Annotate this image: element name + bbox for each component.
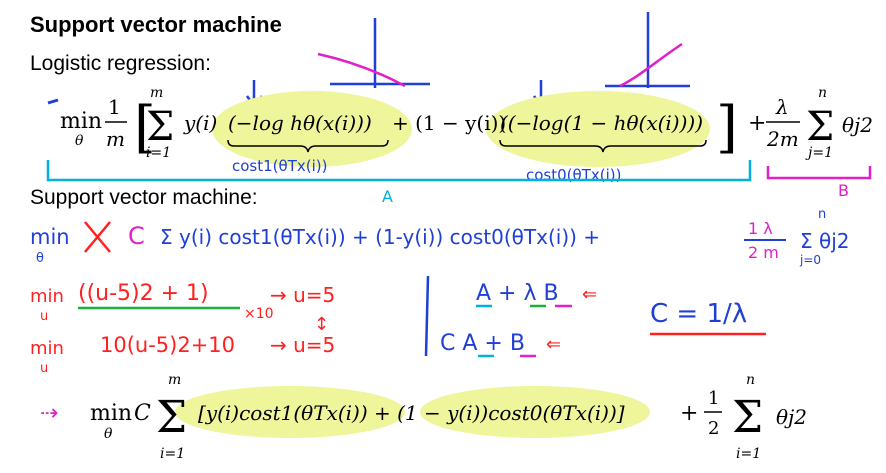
eq1-one: 1 xyxy=(108,95,121,119)
svg-text:Σ: Σ xyxy=(806,104,834,150)
label-B: B xyxy=(838,181,849,200)
c-equals-one-over-lambda: C = 1/λ xyxy=(650,299,766,336)
svg-text:[: [ xyxy=(134,95,156,160)
svg-text:Σ: Σ xyxy=(156,392,187,443)
svg-text:Σ: Σ xyxy=(146,104,174,150)
svm-reg-frac-bottom: 2 m xyxy=(748,243,779,262)
ex2-expr: 10(u-5)2+10 xyxy=(100,333,235,357)
svg-text:u: u xyxy=(40,309,48,324)
highlight-term2 xyxy=(486,91,710,167)
cost1-annotation: cost1(θTx(i)) xyxy=(232,157,327,175)
svg-text:C: C xyxy=(128,222,145,250)
underbrace-cost0 xyxy=(499,139,707,153)
svg-text:]: ] xyxy=(716,95,738,160)
highlight-eq2-cost1 xyxy=(175,386,405,438)
svg-text:min: min xyxy=(30,338,64,359)
svg-text:×10: ×10 xyxy=(244,306,274,322)
cost0-sketch xyxy=(605,12,690,88)
svg-text:⇐: ⇐ xyxy=(546,334,561,355)
svg-text:⇢: ⇢ xyxy=(40,401,58,426)
slide-title: Support vector machine xyxy=(30,12,282,37)
eq1-y-i: y(i) xyxy=(183,111,217,135)
eq2-sum2-bottom: i=1 xyxy=(736,446,761,462)
eq1-m: m xyxy=(106,127,125,151)
eq2-body: [y(i)cost1(θTx(i)) + (1 − y(i))cost0(θTx… xyxy=(198,401,625,425)
svm-handwritten-objective: min θ C Σ y(i) cost1(θTx(i)) + (1-y(i)) … xyxy=(30,207,850,267)
eq1-sum2-bottom: j=1 xyxy=(805,145,833,161)
svg-text:C = 1/λ: C = 1/λ xyxy=(650,299,747,329)
underbrace-cost1 xyxy=(227,139,389,153)
svm-reg-frac-top: 1 λ xyxy=(748,219,773,238)
brace-A xyxy=(46,160,752,182)
ex2-result: → u=5 xyxy=(270,333,335,357)
eq2-theta: θ xyxy=(104,426,113,442)
svg-text:Σ y(i) cost1(θTx(i)) + (1-y(i): Σ y(i) cost1(θTx(i)) + (1-y(i)) cost0(θT… xyxy=(160,225,600,249)
ex1-result: → u=5 xyxy=(270,283,335,307)
svg-text:Σ: Σ xyxy=(732,392,763,443)
eq1-sum-top: m xyxy=(150,85,163,101)
eq2-half-bottom: 2 xyxy=(708,418,719,439)
svm-objective: ⇢ min θ C m Σ i=1 [y(i)cost1(θTx(i)) + (… xyxy=(40,372,807,462)
ex1-expr: ((u-5)2 + 1) xyxy=(78,281,209,306)
highlight-eq2-cost0 xyxy=(420,386,650,438)
svm-min: min xyxy=(30,225,70,249)
eq2-sum-bottom: i=1 xyxy=(160,446,185,462)
eq2-C: C xyxy=(134,401,151,426)
eq2-half-top: 1 xyxy=(708,388,719,409)
example-2: min u 10(u-5)2+10 → u=5 xyxy=(30,333,335,376)
cost0-annotation: cost0(θTx(i)) xyxy=(526,166,621,184)
svm-reg-sum: Σ θj2 xyxy=(800,229,850,253)
brace-B xyxy=(766,166,872,180)
svg-text:u: u xyxy=(40,361,48,376)
section-logistic-regression: Logistic regression: xyxy=(30,52,211,75)
eq1-term2: ((−log(1 − hθ(x(i)))) xyxy=(500,111,703,135)
eq1-lambda: λ xyxy=(775,95,789,119)
eq2-sum-top: m xyxy=(168,372,181,388)
eq1-theta: θ xyxy=(75,133,84,149)
tradeoff-top: A + λ B xyxy=(476,281,559,306)
eq1-sum2-top: n xyxy=(818,85,827,101)
divider xyxy=(424,275,430,357)
eq1-2m: 2m xyxy=(766,127,799,151)
svg-text:+: + xyxy=(748,111,766,136)
eq2-theta-sq: θj2 xyxy=(776,405,807,429)
svm-reg-sum-bottom: j=0 xyxy=(799,253,821,267)
eq2-plus: + xyxy=(680,401,698,426)
tradeoff-bottom: C A + B xyxy=(440,331,525,356)
eq1-theta-sq: θj2 xyxy=(842,113,873,137)
cost1-sketch xyxy=(317,18,430,88)
svg-text:min: min xyxy=(30,286,64,307)
eq1-sum-bottom: i=1 xyxy=(146,145,171,161)
svg-text:↕: ↕ xyxy=(314,314,329,335)
highlight-term1 xyxy=(212,91,412,167)
label-A: A xyxy=(382,187,393,206)
eq2-sum2-top: n xyxy=(746,372,755,388)
svg-text:θ: θ xyxy=(36,251,44,266)
logistic-objective: min θ 1 m [ m Σ i=1 y(i) (−log hθ(x(i)))… xyxy=(47,85,873,161)
eq1-min: min xyxy=(60,109,102,134)
svm-reg-sum-top: n xyxy=(818,207,826,222)
tradeoff-notes: A + λ B ⇐ C A + B ⇐ xyxy=(440,281,597,358)
eq1-one-minus-y: + (1 − y(i)) xyxy=(392,111,506,135)
svg-text:⇐: ⇐ xyxy=(582,284,597,305)
section-support-vector-machine: Support vector machine: xyxy=(30,186,258,209)
example-1: min u ((u-5)2 + 1) ×10 → u=5 ↕ xyxy=(30,281,335,335)
eq1-term1: (−log hθ(x(i))) xyxy=(228,111,372,135)
eq2-min: min xyxy=(90,401,132,426)
